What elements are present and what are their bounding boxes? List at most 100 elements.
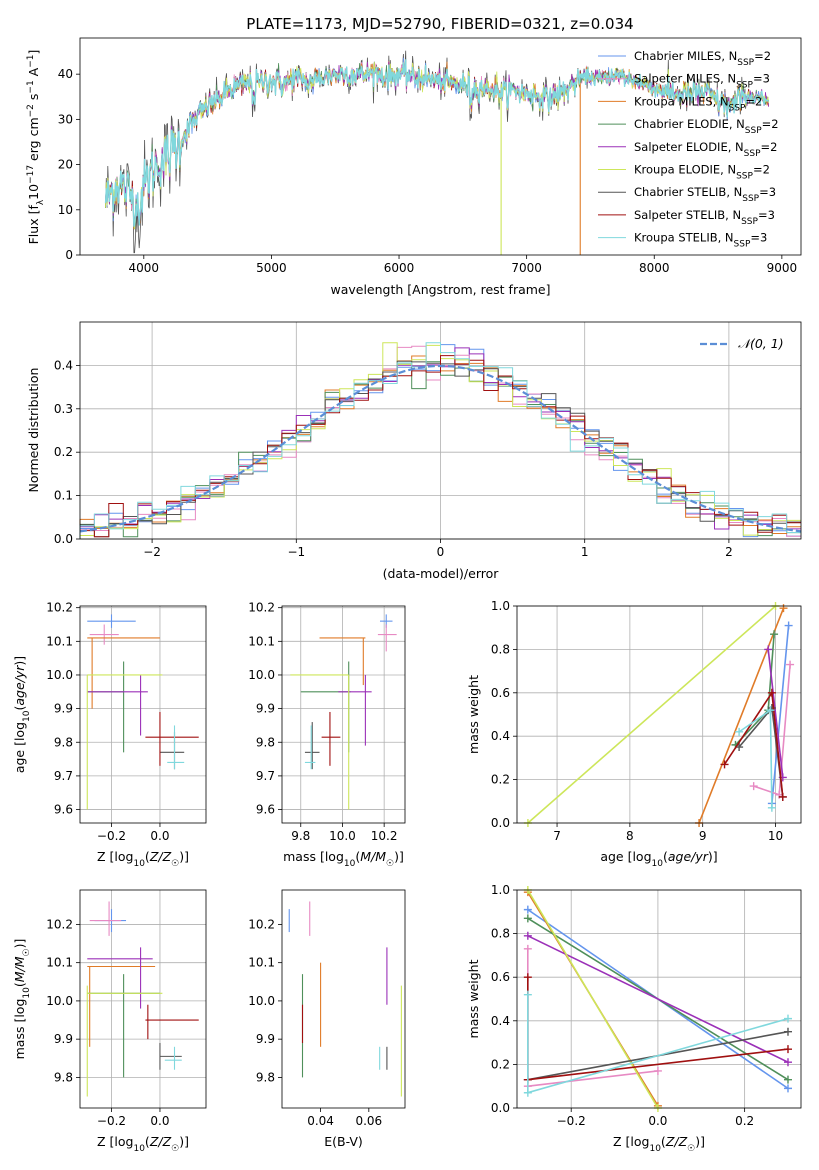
y-tick-label: 9.9	[256, 1032, 275, 1046]
y-tick-label: 9.9	[54, 1032, 73, 1046]
weight-line	[527, 889, 659, 1109]
x-tick-label: 0.0	[150, 829, 169, 843]
age_vs_mass-axes	[278, 606, 405, 827]
weight-marker	[783, 1045, 792, 1054]
y-tick-label: 9.8	[54, 1070, 73, 1084]
weight-marker	[784, 621, 793, 630]
spectrum-frame	[79, 37, 802, 256]
y-tick-label: 9.8	[54, 735, 73, 749]
weight-marker	[720, 760, 729, 769]
weight-line	[771, 625, 790, 804]
weight-marker	[783, 1075, 792, 1084]
x-tick-label: −0.2	[97, 1114, 126, 1128]
weight-marker	[770, 630, 779, 639]
weights_vs_age-axes	[513, 605, 801, 827]
y-axis-label: mass weight	[466, 959, 481, 1038]
x-tick-label: −2	[143, 545, 161, 559]
mass_vs_EBV-axes	[278, 924, 370, 1112]
y-tick-label: 9.7	[54, 769, 73, 783]
y-tick-label: 9.8	[256, 1070, 275, 1084]
page-title: PLATE=1173, MJD=52790, FIBERID=0321, z=0…	[246, 15, 633, 33]
weight-marker	[767, 803, 776, 812]
x-axis-label: Z [log10(Z/Z☉)]	[97, 849, 189, 869]
x-tick-label: 0.0	[648, 1114, 667, 1128]
age_vs_mass-frame	[281, 605, 406, 824]
y-tick-label: 20	[58, 158, 73, 172]
legend-label: Salpeter STELIB, NSSP=3	[634, 208, 775, 227]
weight-marker	[764, 645, 773, 654]
x-axis-label: E(B-V)	[324, 1134, 363, 1149]
y-tick-label: 9.9	[256, 702, 275, 716]
y-tick-label: 9.6	[256, 803, 275, 817]
weight-line	[527, 948, 658, 1088]
x-tick-label: 6000	[384, 261, 415, 275]
x-tick-label: 8	[626, 829, 634, 843]
weight-line	[527, 935, 789, 1063]
weight-line	[698, 607, 785, 824]
x-tick-label: −0.2	[557, 1114, 586, 1128]
y-tick-label: 10.1	[46, 956, 73, 970]
y-tick-label: 10.1	[248, 956, 275, 970]
y-tick-label: 10.2	[46, 601, 73, 615]
y-tick-label: 10.2	[46, 917, 73, 931]
y-tick-label: 1.0	[491, 883, 510, 897]
y-tick-label: 40	[58, 67, 73, 81]
y-tick-label: 10.2	[248, 917, 275, 931]
mass_vs_EBV-frame	[281, 889, 406, 1109]
weight-marker	[653, 1066, 662, 1075]
x-tick-label: 0	[437, 545, 445, 559]
legend-label: Kroupa MILES, NSSP=2	[634, 94, 762, 113]
y-axis-label: Normed distribution	[26, 368, 41, 493]
x-tick-label: 4000	[129, 261, 160, 275]
x-axis-label: Z [log10(Z/Z☉)]	[97, 1134, 189, 1154]
y-axis-label: Flux [fλ10−17 erg cm−2 s−1 A−1]	[26, 50, 46, 245]
x-tick-label: −1	[287, 545, 305, 559]
x-tick-label: 9.8	[291, 829, 310, 843]
weight-marker	[523, 944, 532, 953]
y-tick-label: 0.3	[54, 402, 73, 416]
y-tick-label: 1.0	[491, 599, 510, 613]
weight-marker	[523, 914, 532, 923]
histogram-series	[79, 342, 801, 539]
y-axis-label: age [log10(age/yr)]	[12, 656, 32, 773]
y-tick-label: 10.2	[248, 601, 275, 615]
x-tick-label: 0.0	[150, 1114, 169, 1128]
y-tick-label: 0.4	[54, 358, 73, 372]
legend-label: Chabrier STELIB, NSSP=3	[634, 185, 776, 204]
legend-label: Salpeter ELODIE, NSSP=2	[634, 140, 777, 159]
legend-label: Kroupa STELIB, NSSP=3	[634, 231, 767, 250]
gaussian-curve	[79, 364, 802, 533]
weight-marker	[783, 1027, 792, 1036]
y-tick-label: 9.8	[256, 735, 275, 749]
weight-marker	[778, 792, 787, 801]
weight-marker	[783, 1058, 792, 1067]
y-tick-label: 0.2	[54, 445, 73, 459]
weight-marker	[767, 688, 776, 697]
x-tick-label: 0.06	[355, 1114, 382, 1128]
weight-line	[527, 605, 777, 824]
y-tick-label: 10.0	[46, 994, 73, 1008]
y-axis-label: mass weight	[466, 675, 481, 754]
weight-line	[767, 649, 784, 778]
weights_vs_Z-axes	[513, 889, 801, 1112]
x-tick-label: 9000	[767, 261, 798, 275]
x-tick-label: 5000	[256, 261, 287, 275]
y-tick-label: 9.7	[256, 769, 275, 783]
x-axis-label: mass [log10(M/M☉)]	[283, 849, 404, 869]
y-tick-label: 0.0	[491, 1101, 510, 1115]
x-axis-label: wavelength [Angstrom, rest frame]	[330, 282, 550, 297]
y-tick-label: 10.0	[248, 994, 275, 1008]
y-tick-label: 10.0	[248, 668, 275, 682]
y-tick-label: 10.0	[46, 668, 73, 682]
weight-marker	[786, 660, 795, 669]
legend-label: Salpeter MILES, NSSP=3	[634, 72, 770, 91]
weight-marker	[523, 1088, 532, 1097]
y-tick-label: 0	[65, 248, 73, 262]
residuals-frame	[79, 321, 802, 540]
y-tick-label: 9.6	[54, 803, 73, 817]
weights_vs_Z-frame	[516, 889, 802, 1109]
legend-label: Kroupa ELODIE, NSSP=2	[634, 163, 770, 182]
y-tick-label: 0.8	[491, 642, 510, 656]
weight-marker	[783, 1084, 792, 1093]
y-tick-label: 0.2	[491, 1057, 510, 1071]
